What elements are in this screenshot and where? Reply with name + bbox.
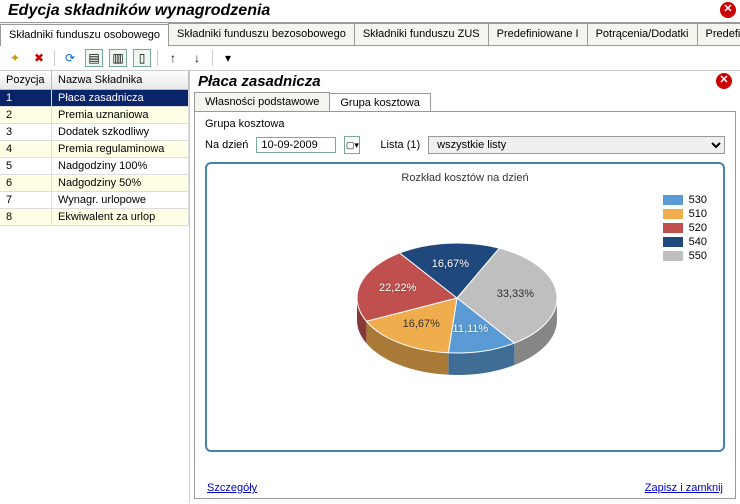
legend-label: 530	[689, 194, 707, 206]
legend-label: 550	[689, 250, 707, 262]
grid-header: Pozycja Nazwa Składnika	[0, 71, 189, 90]
legend-swatch	[663, 209, 683, 219]
cell-name: Premia uznaniowa	[52, 107, 189, 123]
components-list: Pozycja Nazwa Składnika 1Płaca zasadnicz…	[0, 71, 190, 503]
detail-title: Płaca zasadnicza	[198, 73, 321, 90]
dropdown-icon[interactable]: ▾	[219, 49, 237, 67]
toolbar: ✦ ✖ ⟳ ▤ ▥ ▯ ↑ ↓ ▾	[0, 46, 740, 71]
table-row[interactable]: 4Premia regulaminowa	[0, 141, 189, 158]
view3-icon[interactable]: ▯	[133, 49, 151, 67]
separator	[212, 50, 213, 66]
refresh-icon[interactable]: ⟳	[61, 49, 79, 67]
save-close-link[interactable]: Zapisz i zamknij	[645, 482, 723, 494]
legend-label: 540	[689, 236, 707, 248]
cell-name: Premia regulaminowa	[52, 141, 189, 157]
new-icon[interactable]: ✦	[6, 49, 24, 67]
sub-tab-0[interactable]: Własności podstawowe	[194, 92, 330, 111]
legend-item: 540	[663, 236, 707, 248]
cell-name: Nadgodziny 50%	[52, 175, 189, 191]
legend-label: 510	[689, 208, 707, 220]
cell-name: Wynagr. urlopowe	[52, 192, 189, 208]
tab-5[interactable]: Predefinio	[697, 23, 740, 45]
list-select[interactable]: wszystkie listy	[428, 136, 725, 154]
table-row[interactable]: 7Wynagr. urlopowe	[0, 192, 189, 209]
up-icon[interactable]: ↑	[164, 49, 182, 67]
delete-icon[interactable]: ✖	[30, 49, 48, 67]
cell-pos: 4	[0, 141, 52, 157]
separator	[54, 50, 55, 66]
table-row[interactable]: 6Nadgodziny 50%	[0, 175, 189, 192]
chart-title: Rozkład kosztów na dzień	[215, 172, 715, 184]
pie-svg	[327, 198, 587, 428]
close-icon[interactable]: ✕	[720, 2, 736, 18]
cell-pos: 5	[0, 158, 52, 174]
col-header-name[interactable]: Nazwa Składnika	[52, 71, 189, 89]
table-row[interactable]: 1Płaca zasadnicza	[0, 90, 189, 107]
table-row[interactable]: 3Dodatek szkodliwy	[0, 124, 189, 141]
cell-pos: 2	[0, 107, 52, 123]
legend-swatch	[663, 237, 683, 247]
date-label: Na dzień	[205, 139, 248, 151]
tab-2[interactable]: Składniki funduszu ZUS	[354, 23, 489, 45]
cell-pos: 8	[0, 209, 52, 225]
cell-name: Ekwiwalent za urlop	[52, 209, 189, 225]
close-detail-icon[interactable]: ✕	[716, 73, 732, 89]
legend-item: 530	[663, 194, 707, 206]
table-row[interactable]: 5Nadgodziny 100%	[0, 158, 189, 175]
cell-pos: 6	[0, 175, 52, 191]
legend-item: 510	[663, 208, 707, 220]
window-title: Edycja składników wynagrodzenia	[8, 2, 270, 19]
cell-pos: 7	[0, 192, 52, 208]
separator	[157, 50, 158, 66]
cell-pos: 1	[0, 90, 52, 106]
cell-name: Dodatek szkodliwy	[52, 124, 189, 140]
legend-swatch	[663, 195, 683, 205]
col-header-pos[interactable]: Pozycja	[0, 71, 52, 89]
legend-item: 550	[663, 250, 707, 262]
tab-3[interactable]: Predefiniowane I	[488, 23, 588, 45]
tab-4[interactable]: Potrącenia/Dodatki	[587, 23, 698, 45]
view2-icon[interactable]: ▥	[109, 49, 127, 67]
chart-legend: 530 510 520 540 550	[663, 194, 707, 264]
cell-name: Nadgodziny 100%	[52, 158, 189, 174]
cell-name: Płaca zasadnicza	[52, 90, 189, 106]
legend-swatch	[663, 251, 683, 261]
cell-pos: 3	[0, 124, 52, 140]
chart: Rozkład kosztów na dzień 530 510 520 540 550…	[205, 162, 725, 452]
group-box: Grupa kosztowa Na dzień ▢▾ Lista (1) wsz…	[194, 111, 736, 499]
tab-1[interactable]: Składniki funduszu bezosobowego	[168, 23, 355, 45]
group-title: Grupa kosztowa	[205, 118, 725, 130]
details-link[interactable]: Szczegóły	[207, 482, 257, 494]
table-row[interactable]: 8Ekwiwalent za urlop	[0, 209, 189, 226]
table-row[interactable]: 2Premia uznaniowa	[0, 107, 189, 124]
legend-label: 520	[689, 222, 707, 234]
sub-tab-1[interactable]: Grupa kosztowa	[329, 93, 430, 112]
date-picker-icon[interactable]: ▢▾	[344, 136, 360, 154]
main-tabs: Składniki funduszu osobowegoSkładniki fu…	[0, 23, 740, 46]
legend-item: 520	[663, 222, 707, 234]
tab-0[interactable]: Składniki funduszu osobowego	[0, 24, 169, 46]
list-label: Lista (1)	[380, 139, 420, 151]
legend-swatch	[663, 223, 683, 233]
down-icon[interactable]: ↓	[188, 49, 206, 67]
date-input[interactable]	[256, 137, 336, 153]
view1-icon[interactable]: ▤	[85, 49, 103, 67]
